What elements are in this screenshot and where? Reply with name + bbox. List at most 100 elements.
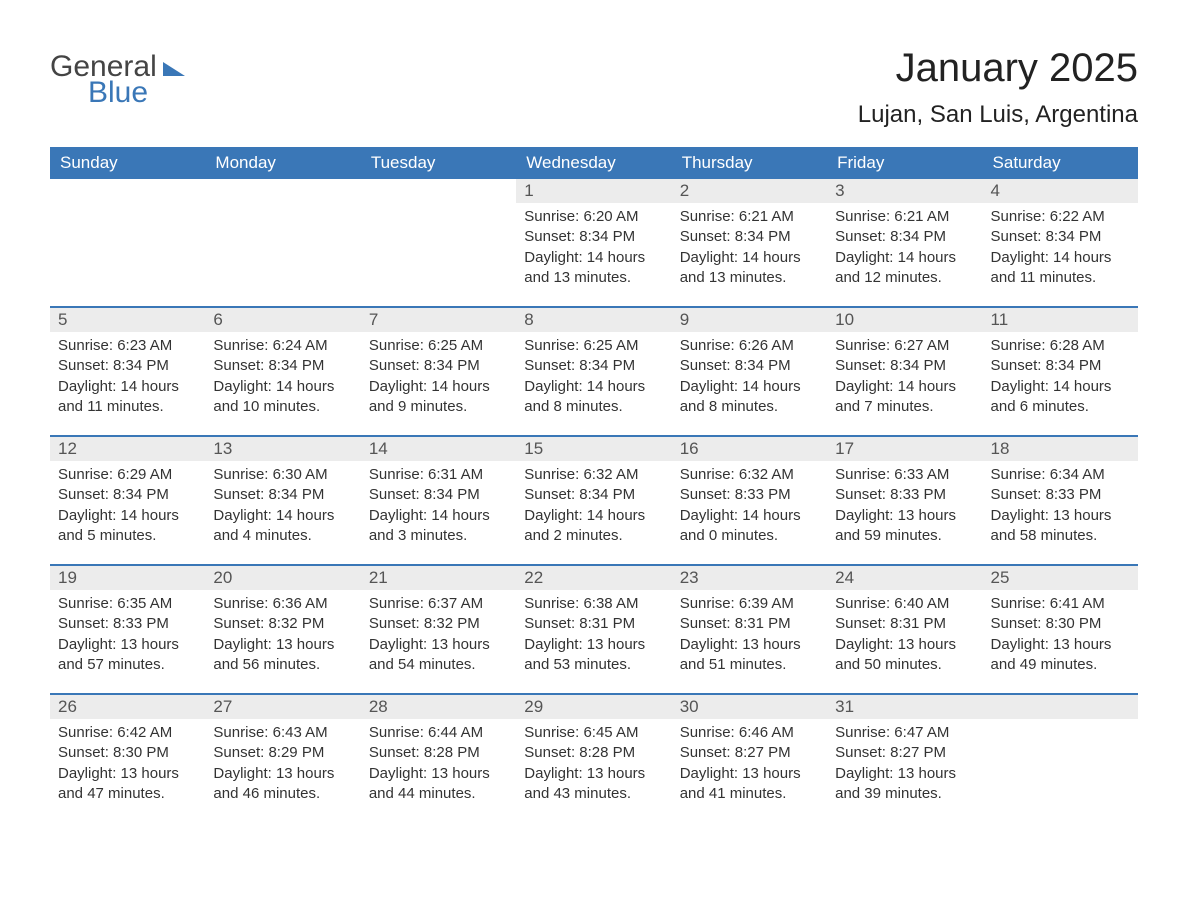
daylight-line: Daylight: 14 hours and 3 minutes. (369, 506, 508, 547)
day-body-cell: Sunrise: 6:44 AMSunset: 8:28 PMDaylight:… (361, 719, 516, 823)
day-number-cell: 23 (672, 565, 827, 590)
day-number-cell: 18 (983, 436, 1138, 461)
sunset-line: Sunset: 8:34 PM (524, 485, 663, 505)
calendar-table: SundayMondayTuesdayWednesdayThursdayFrid… (50, 147, 1138, 823)
daylight-line: Daylight: 14 hours and 4 minutes. (213, 506, 352, 547)
sunset-line: Sunset: 8:34 PM (213, 356, 352, 376)
daylight-line: Daylight: 13 hours and 46 minutes. (213, 764, 352, 805)
daylight-line: Daylight: 14 hours and 7 minutes. (835, 377, 974, 418)
sunset-line: Sunset: 8:34 PM (991, 356, 1130, 376)
day-body-cell: Sunrise: 6:42 AMSunset: 8:30 PMDaylight:… (50, 719, 205, 823)
day-body-cell: Sunrise: 6:26 AMSunset: 8:34 PMDaylight:… (672, 332, 827, 436)
sunrise-line: Sunrise: 6:38 AM (524, 594, 663, 614)
sunrise-line: Sunrise: 6:21 AM (680, 207, 819, 227)
daylight-line: Daylight: 13 hours and 50 minutes. (835, 635, 974, 676)
day-number-cell: 5 (50, 307, 205, 332)
sunrise-line: Sunrise: 6:44 AM (369, 723, 508, 743)
day-body-cell: Sunrise: 6:36 AMSunset: 8:32 PMDaylight:… (205, 590, 360, 694)
sunrise-line: Sunrise: 6:34 AM (991, 465, 1130, 485)
day-body-cell: Sunrise: 6:41 AMSunset: 8:30 PMDaylight:… (983, 590, 1138, 694)
daylight-line: Daylight: 14 hours and 8 minutes. (524, 377, 663, 418)
day-body-cell: Sunrise: 6:29 AMSunset: 8:34 PMDaylight:… (50, 461, 205, 565)
day-body-row: Sunrise: 6:20 AMSunset: 8:34 PMDaylight:… (50, 203, 1138, 307)
day-number-cell (50, 179, 205, 203)
logo: General Blue (50, 46, 185, 108)
daylight-line: Daylight: 13 hours and 54 minutes. (369, 635, 508, 676)
sunset-line: Sunset: 8:34 PM (369, 356, 508, 376)
day-body-cell: Sunrise: 6:25 AMSunset: 8:34 PMDaylight:… (516, 332, 671, 436)
sunset-line: Sunset: 8:33 PM (835, 485, 974, 505)
sunset-line: Sunset: 8:33 PM (991, 485, 1130, 505)
day-body-row: Sunrise: 6:35 AMSunset: 8:33 PMDaylight:… (50, 590, 1138, 694)
sunset-line: Sunset: 8:34 PM (680, 227, 819, 247)
sunset-line: Sunset: 8:33 PM (680, 485, 819, 505)
day-number-cell: 14 (361, 436, 516, 461)
day-number-cell: 7 (361, 307, 516, 332)
day-number-cell: 13 (205, 436, 360, 461)
sunrise-line: Sunrise: 6:27 AM (835, 336, 974, 356)
sunset-line: Sunset: 8:28 PM (369, 743, 508, 763)
day-body-cell: Sunrise: 6:34 AMSunset: 8:33 PMDaylight:… (983, 461, 1138, 565)
sunrise-line: Sunrise: 6:28 AM (991, 336, 1130, 356)
sunset-line: Sunset: 8:34 PM (680, 356, 819, 376)
day-number-row: 262728293031 (50, 694, 1138, 719)
day-body-cell (50, 203, 205, 307)
sunset-line: Sunset: 8:28 PM (524, 743, 663, 763)
sunrise-line: Sunrise: 6:47 AM (835, 723, 974, 743)
sunrise-line: Sunrise: 6:41 AM (991, 594, 1130, 614)
weekday-header: Friday (827, 147, 982, 179)
day-number-cell: 1 (516, 179, 671, 203)
day-number-cell: 20 (205, 565, 360, 590)
day-body-cell: Sunrise: 6:22 AMSunset: 8:34 PMDaylight:… (983, 203, 1138, 307)
day-number-cell: 21 (361, 565, 516, 590)
weekday-header: Thursday (672, 147, 827, 179)
day-number-cell: 8 (516, 307, 671, 332)
daylight-line: Daylight: 13 hours and 57 minutes. (58, 635, 197, 676)
sunrise-line: Sunrise: 6:29 AM (58, 465, 197, 485)
month-title: January 2025 (858, 46, 1138, 91)
day-number-cell (205, 179, 360, 203)
sunset-line: Sunset: 8:34 PM (524, 227, 663, 247)
sunrise-line: Sunrise: 6:31 AM (369, 465, 508, 485)
sunset-line: Sunset: 8:34 PM (369, 485, 508, 505)
day-number-cell: 19 (50, 565, 205, 590)
day-number-row: 1234 (50, 179, 1138, 203)
weekday-header: Wednesday (516, 147, 671, 179)
sunrise-line: Sunrise: 6:36 AM (213, 594, 352, 614)
weekday-header: Saturday (983, 147, 1138, 179)
day-body-cell: Sunrise: 6:25 AMSunset: 8:34 PMDaylight:… (361, 332, 516, 436)
day-number-cell: 6 (205, 307, 360, 332)
weekday-header: Sunday (50, 147, 205, 179)
day-number-cell: 17 (827, 436, 982, 461)
day-body-cell: Sunrise: 6:47 AMSunset: 8:27 PMDaylight:… (827, 719, 982, 823)
sunrise-line: Sunrise: 6:35 AM (58, 594, 197, 614)
sunset-line: Sunset: 8:34 PM (213, 485, 352, 505)
day-body-cell: Sunrise: 6:28 AMSunset: 8:34 PMDaylight:… (983, 332, 1138, 436)
sunset-line: Sunset: 8:31 PM (524, 614, 663, 634)
day-body-cell: Sunrise: 6:21 AMSunset: 8:34 PMDaylight:… (672, 203, 827, 307)
day-body-cell: Sunrise: 6:45 AMSunset: 8:28 PMDaylight:… (516, 719, 671, 823)
logo-word2: Blue (88, 78, 185, 108)
sunrise-line: Sunrise: 6:25 AM (524, 336, 663, 356)
sunrise-line: Sunrise: 6:42 AM (58, 723, 197, 743)
sunset-line: Sunset: 8:31 PM (680, 614, 819, 634)
sunset-line: Sunset: 8:34 PM (58, 356, 197, 376)
sunset-line: Sunset: 8:34 PM (524, 356, 663, 376)
sunset-line: Sunset: 8:34 PM (58, 485, 197, 505)
sunrise-line: Sunrise: 6:33 AM (835, 465, 974, 485)
sunrise-line: Sunrise: 6:40 AM (835, 594, 974, 614)
day-body-cell: Sunrise: 6:30 AMSunset: 8:34 PMDaylight:… (205, 461, 360, 565)
daylight-line: Daylight: 14 hours and 9 minutes. (369, 377, 508, 418)
weekday-header-row: SundayMondayTuesdayWednesdayThursdayFrid… (50, 147, 1138, 179)
daylight-line: Daylight: 13 hours and 43 minutes. (524, 764, 663, 805)
day-number-cell: 16 (672, 436, 827, 461)
daylight-line: Daylight: 14 hours and 5 minutes. (58, 506, 197, 547)
daylight-line: Daylight: 13 hours and 39 minutes. (835, 764, 974, 805)
sunset-line: Sunset: 8:30 PM (58, 743, 197, 763)
sunset-line: Sunset: 8:34 PM (991, 227, 1130, 247)
day-body-cell: Sunrise: 6:20 AMSunset: 8:34 PMDaylight:… (516, 203, 671, 307)
day-number-cell: 31 (827, 694, 982, 719)
day-number-cell (983, 694, 1138, 719)
sunset-line: Sunset: 8:31 PM (835, 614, 974, 634)
daylight-line: Daylight: 14 hours and 13 minutes. (524, 248, 663, 289)
